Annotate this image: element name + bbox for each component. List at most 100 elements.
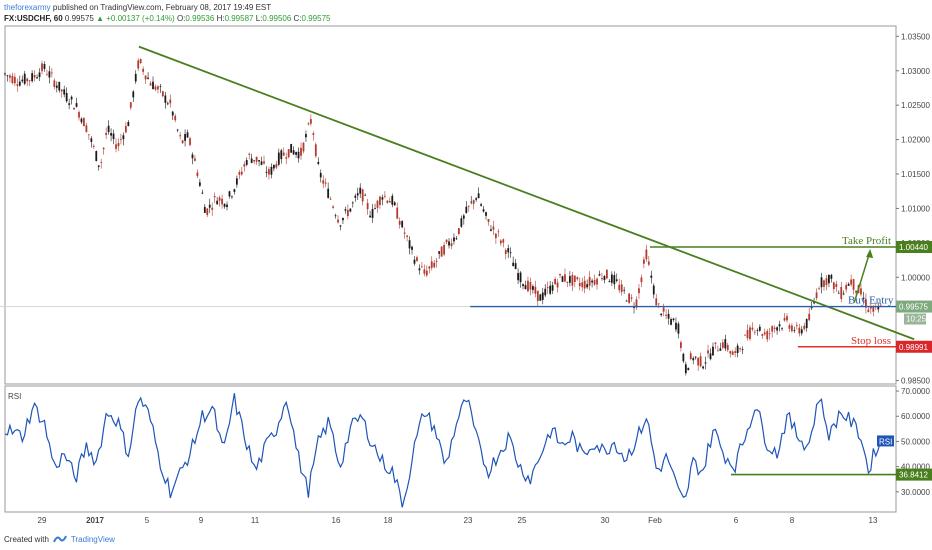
candle-body <box>258 160 260 162</box>
candle-body <box>694 356 697 358</box>
candle-body <box>277 152 280 165</box>
candle-body <box>568 276 571 283</box>
candle-body <box>803 325 806 330</box>
candle-body <box>470 201 473 203</box>
candle-body <box>423 269 426 274</box>
candle-body <box>221 198 223 205</box>
candle-body <box>457 228 460 234</box>
candle-body <box>620 284 623 293</box>
rsi-level-tag <box>896 468 932 481</box>
x-tick-label: 23 <box>464 516 473 525</box>
candle-body <box>571 274 574 286</box>
candle-body <box>92 145 95 147</box>
candle-body <box>435 260 438 262</box>
candle-body <box>667 313 670 319</box>
candle-body <box>647 261 650 265</box>
candle-body <box>455 238 458 240</box>
candle-body <box>440 246 443 257</box>
candle-body <box>638 288 640 294</box>
candle-body <box>618 284 621 291</box>
time-tag <box>904 313 926 325</box>
candle-body <box>677 323 680 334</box>
price-tick-label: 1.00000 <box>901 273 930 282</box>
candle-body <box>85 125 88 132</box>
candle-body <box>342 217 344 221</box>
candle-body <box>218 197 221 201</box>
candle-body <box>865 299 867 308</box>
candle-body <box>566 281 569 283</box>
candle-body <box>438 251 441 254</box>
candle-body <box>581 282 584 288</box>
candle-body <box>142 68 145 72</box>
candle-body <box>517 273 519 281</box>
candle-body <box>623 289 626 291</box>
candle-body <box>75 103 78 107</box>
candle-body <box>726 344 729 351</box>
candle-body <box>245 160 248 165</box>
candle-body <box>369 215 371 218</box>
candle-body <box>388 200 391 203</box>
candle-body <box>800 329 803 334</box>
candle-body <box>852 279 855 290</box>
candle-body <box>319 172 322 178</box>
candle-body <box>610 274 613 283</box>
candle-body <box>820 277 823 288</box>
candle-body <box>314 144 317 157</box>
candle-body <box>73 107 75 110</box>
x-tick-label: 18 <box>384 516 393 525</box>
candle-body <box>53 80 56 87</box>
candle-body <box>186 132 189 138</box>
x-tick-label: 2017 <box>86 516 104 525</box>
candle-body <box>117 142 120 147</box>
candle-body <box>709 353 712 360</box>
candle-body <box>147 77 149 79</box>
candle-body <box>805 319 808 329</box>
candle-body <box>55 85 58 88</box>
rsi-tick-label: 70.0000 <box>901 387 930 396</box>
candle-body <box>601 278 603 280</box>
candle-body <box>583 280 586 289</box>
candle-body <box>157 86 159 90</box>
candle-body <box>309 119 312 124</box>
candle-body <box>238 172 241 175</box>
candle-body <box>628 293 631 303</box>
candle-body <box>605 269 608 279</box>
candle-body <box>734 351 737 353</box>
candle-body <box>110 133 112 136</box>
candle-body <box>783 317 786 321</box>
candle-body <box>751 327 754 330</box>
candle-body <box>154 86 157 90</box>
candle-body <box>791 325 793 332</box>
candle-body <box>63 89 66 95</box>
price-tick-label: 1.01500 <box>901 170 930 179</box>
candle-body <box>524 285 527 290</box>
price-tick-label: 0.98500 <box>901 377 930 386</box>
candle-body <box>717 350 719 352</box>
candle-body <box>159 86 162 88</box>
candle-body <box>467 205 470 207</box>
candle-body <box>534 286 537 294</box>
candle-body <box>766 330 769 340</box>
author-name[interactable]: theforexarmy <box>4 3 51 12</box>
candle-body <box>198 182 201 186</box>
candle-body <box>502 239 505 243</box>
rsi-tick-label: 30.0000 <box>901 488 930 497</box>
candle-body <box>58 81 61 91</box>
candle-body <box>226 204 228 208</box>
candle-body <box>746 330 749 339</box>
candle-body <box>504 249 507 254</box>
candle-body <box>386 200 389 203</box>
candle-body <box>290 143 293 153</box>
candle-body <box>189 138 191 145</box>
candle-body <box>680 342 682 348</box>
candle-body <box>603 276 606 281</box>
tradingview-brand[interactable]: TradingView <box>70 534 115 544</box>
candle-body <box>403 232 406 234</box>
candle-body <box>97 165 100 167</box>
candle-body <box>120 139 122 141</box>
candle-body <box>445 239 448 243</box>
candle-body <box>781 327 783 329</box>
candle-body <box>704 362 707 364</box>
candle-body <box>497 231 500 233</box>
